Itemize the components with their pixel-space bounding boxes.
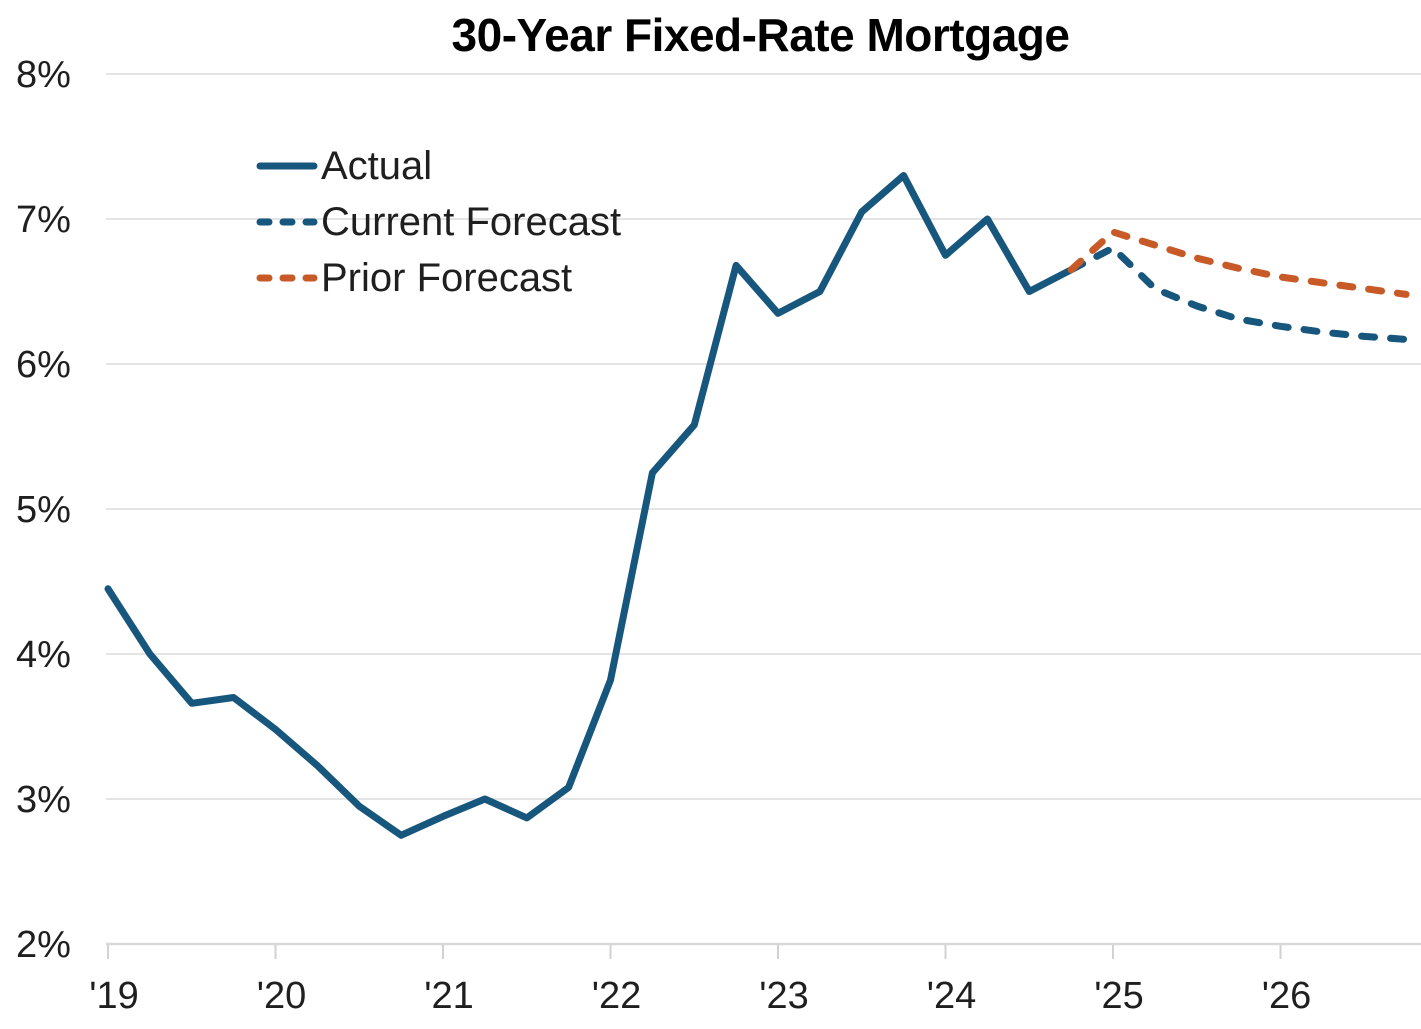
y-tick-label: 5% <box>16 489 71 531</box>
y-tick-label: 4% <box>16 634 71 676</box>
legend-label-prior-forecast: Prior Forecast <box>321 255 573 300</box>
x-tick-label: '20 <box>257 975 307 1017</box>
x-axis-labels: '19 '20 '21 '22 '23 '24 '25 '26 <box>89 975 1311 1017</box>
legend-swatch-actual <box>256 162 318 170</box>
legend-item-actual: Actual <box>256 138 621 194</box>
y-tick-label: 2% <box>16 924 71 966</box>
y-axis-labels: 2% 3% 4% 5% 6% 7% 8% <box>16 54 71 966</box>
y-tick-label: 8% <box>16 54 71 96</box>
x-tick-label: '22 <box>592 975 642 1017</box>
x-tick-label: '19 <box>89 975 139 1017</box>
legend-label-actual: Actual <box>321 143 433 188</box>
series-line-current-forecast <box>1067 244 1410 343</box>
legend-item-prior-forecast: Prior Forecast <box>256 250 621 306</box>
series-line-prior-forecast <box>1067 228 1410 298</box>
series-line-actual <box>104 172 1075 839</box>
x-axis-ticks <box>107 945 1282 959</box>
legend-swatch-current-forecast <box>256 218 318 226</box>
legend-swatch-prior-forecast <box>256 274 318 282</box>
legend: Actual Current Forecast Prior Forecast <box>256 138 621 306</box>
x-tick-label: '26 <box>1262 975 1312 1017</box>
chart-title: 30-Year Fixed-Rate Mortgage <box>451 9 1070 61</box>
legend-item-current-forecast: Current Forecast <box>256 194 621 250</box>
legend-label-current-forecast: Current Forecast <box>321 199 622 244</box>
x-tick-label: '25 <box>1094 975 1144 1017</box>
y-tick-label: 7% <box>16 199 71 241</box>
series-lines <box>104 172 1410 839</box>
x-tick-label: '23 <box>759 975 809 1017</box>
x-tick-label: '21 <box>424 975 474 1017</box>
y-tick-label: 6% <box>16 344 71 386</box>
gridlines <box>106 73 1421 946</box>
y-tick-label: 3% <box>16 779 71 821</box>
x-tick-label: '24 <box>927 975 977 1017</box>
